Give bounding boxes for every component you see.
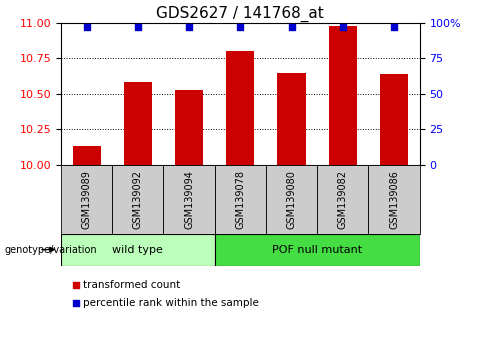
Bar <box>278 73 305 165</box>
Point <box>288 24 296 30</box>
Point <box>185 24 193 30</box>
Bar <box>380 74 408 165</box>
Title: GDS2627 / 141768_at: GDS2627 / 141768_at <box>157 5 324 22</box>
Text: GSM139089: GSM139089 <box>81 170 92 229</box>
Text: GSM139078: GSM139078 <box>235 170 245 229</box>
Point <box>339 24 347 30</box>
Text: POF null mutant: POF null mutant <box>272 245 362 255</box>
Text: percentile rank within the sample: percentile rank within the sample <box>83 298 259 308</box>
Text: GSM139086: GSM139086 <box>389 170 399 229</box>
Bar <box>215 234 420 266</box>
Point <box>72 282 80 288</box>
Bar <box>61 234 215 266</box>
Bar <box>112 165 163 234</box>
Text: GSM139082: GSM139082 <box>338 170 348 229</box>
Bar <box>175 90 203 165</box>
Text: GSM139092: GSM139092 <box>133 170 143 229</box>
Text: GSM139094: GSM139094 <box>184 170 194 229</box>
Text: transformed count: transformed count <box>83 280 180 290</box>
Bar <box>163 165 215 234</box>
Text: GSM139080: GSM139080 <box>286 170 297 229</box>
Bar <box>61 165 112 234</box>
Bar <box>73 146 101 165</box>
Bar <box>266 165 317 234</box>
Point <box>134 24 142 30</box>
Bar <box>368 165 420 234</box>
Text: genotype/variation: genotype/variation <box>5 245 98 255</box>
Point <box>390 24 398 30</box>
Bar <box>226 51 254 165</box>
Point <box>83 24 91 30</box>
Bar <box>124 82 152 165</box>
Bar <box>215 165 266 234</box>
Point <box>72 300 80 306</box>
Bar <box>317 165 368 234</box>
Point <box>237 24 244 30</box>
Bar <box>329 26 357 165</box>
Text: wild type: wild type <box>112 245 163 255</box>
